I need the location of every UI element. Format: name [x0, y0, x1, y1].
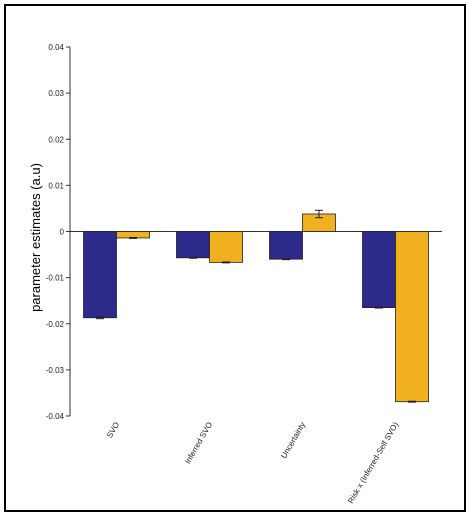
x-tick-label: Uncertainty	[279, 421, 307, 461]
y-tick-label: 0.01	[48, 181, 64, 190]
y-tick-label: -0.02	[46, 320, 65, 329]
x-tick-label: Risk x (Inferred-Self SVO)	[346, 420, 400, 505]
bar	[209, 231, 243, 263]
y-tick-label: 0.04	[48, 43, 64, 52]
bar	[83, 231, 117, 319]
bars	[83, 213, 429, 403]
x-tick-labels: SVO Inferred SVO Uncertainty Risk x (Inferr…	[105, 420, 400, 505]
x-tick-label: Inferred SVO	[183, 421, 214, 466]
bar	[395, 231, 429, 403]
y-tick-label: 0	[60, 228, 65, 237]
bar	[362, 231, 396, 309]
y-tick-label: -0.01	[46, 274, 65, 283]
y-axis-label: parameter estimates (a.u)	[28, 163, 43, 312]
y-tick-label: 0.02	[48, 135, 64, 144]
x-tick-label: SVO	[105, 421, 121, 440]
y-tick-label: -0.04	[46, 412, 65, 421]
y-tick-label: -0.03	[46, 366, 65, 375]
bar	[116, 231, 150, 239]
y-tick-label: 0.03	[48, 89, 64, 98]
bar	[269, 231, 303, 260]
bar	[176, 231, 210, 259]
error-bars	[96, 209, 416, 403]
y-axis: 0.04 0.03 0.02 0.01 0 -0.01 -0.02 -0.03 -0.04	[46, 43, 71, 421]
